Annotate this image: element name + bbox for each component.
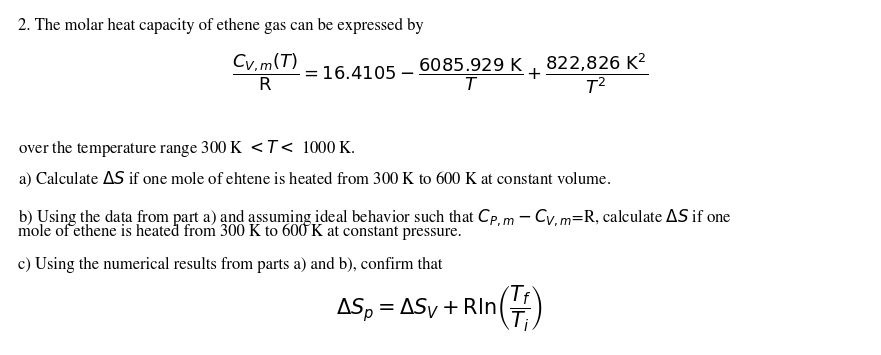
Text: a) Calculate $\Delta S$ if one mole of ehtene is heated from 300 K to 600 K at c: a) Calculate $\Delta S$ if one mole of e… — [18, 170, 611, 189]
Text: $\Delta S_p = \Delta S_V + \mathrm{R}\ln\!\left(\dfrac{T_f}{T_i}\right)$: $\Delta S_p = \Delta S_V + \mathrm{R}\ln… — [337, 283, 544, 333]
Text: $\dfrac{C_{V,m}(T)}{\mathrm{R}} = 16.4105 - \dfrac{6085.929\ \mathrm{K}}{T} + \d: $\dfrac{C_{V,m}(T)}{\mathrm{R}} = 16.410… — [232, 52, 648, 96]
Text: c) Using the numerical results from parts a) and b), confirm that: c) Using the numerical results from part… — [18, 257, 442, 273]
Text: mole of ethene is heated from 300 K to 600 K at constant pressure.: mole of ethene is heated from 300 K to 6… — [18, 224, 462, 240]
Text: b) Using the data from part a) and assuming ideal behavior such that $C_{P,m} - : b) Using the data from part a) and assum… — [18, 207, 731, 228]
Text: over the temperature range 300 K $< T <$ 1000 K.: over the temperature range 300 K $< T <$… — [18, 138, 356, 159]
Text: 2. The molar heat capacity of ethene gas can be expressed by: 2. The molar heat capacity of ethene gas… — [18, 18, 424, 34]
